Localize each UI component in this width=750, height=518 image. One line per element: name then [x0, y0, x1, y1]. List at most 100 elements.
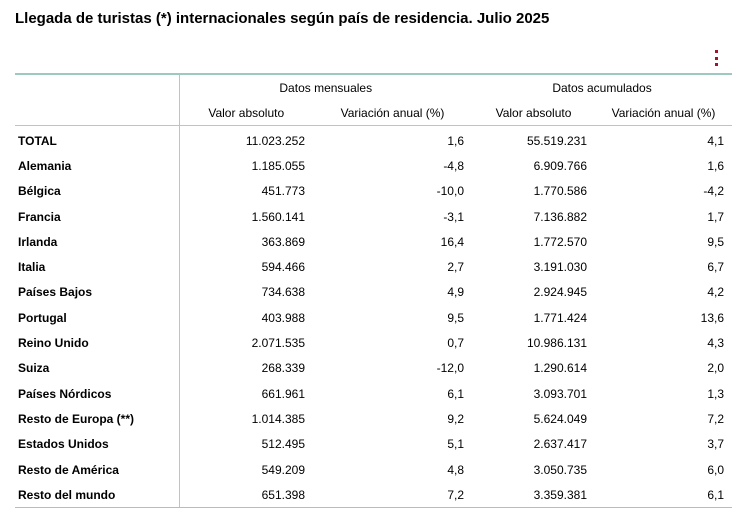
- data-table-container: Datos mensuales Datos acumulados Valor a…: [15, 73, 733, 509]
- table-cell: 363.869: [178, 229, 313, 255]
- table-cell: 6.909.766: [533, 158, 587, 173]
- tourist-arrivals-table: Datos mensuales Datos acumulados Valor a…: [15, 73, 733, 509]
- table-cell: 1.290.614: [533, 361, 587, 376]
- table-cell: 451.773: [178, 178, 313, 204]
- row-label: Irlanda: [18, 234, 58, 249]
- table-row: Estados Unidos 512.495 5,1 2.637.417 3,7: [15, 431, 732, 457]
- row-label: Portugal: [18, 310, 67, 325]
- table-row: Países Nórdicos 661.961 6,1 3.093.701 1,3: [15, 380, 732, 407]
- row-label: Países Nórdicos: [18, 386, 112, 401]
- table-cell: -4,8: [443, 158, 464, 173]
- row-label: Países Bajos: [18, 285, 93, 300]
- row-label: Italia: [18, 260, 46, 275]
- table-cell: 734.638: [178, 279, 313, 306]
- column-group-header-row: Datos mensuales Datos acumulados: [15, 74, 733, 100]
- table-cell: 1.014.385: [178, 406, 313, 432]
- table-cell: 1.772.570: [533, 234, 587, 249]
- table-cell: 9,5: [447, 310, 464, 325]
- row-label: Francia: [18, 209, 61, 224]
- table-cell: 1,6: [447, 133, 464, 148]
- table-cell: -10,0: [436, 184, 464, 199]
- table-cell: 1.770.586: [533, 184, 587, 199]
- table-cell: 6,0: [707, 462, 725, 477]
- table-cell: 6,1: [447, 386, 464, 401]
- table-cell: 3.359.381: [472, 482, 595, 509]
- column-header: Variación anual (%): [595, 100, 733, 126]
- row-label: Alemania: [18, 158, 72, 173]
- table-cell: -4,2: [703, 184, 725, 199]
- table-row: Francia 1.560.141 -3,1 7.136.882 1,7: [15, 203, 732, 230]
- table-cell: 55.519.231: [526, 133, 587, 148]
- table-cell: 1,3: [707, 386, 725, 401]
- table-cell: 1.771.424: [533, 310, 587, 325]
- table-cell: 7.136.882: [533, 209, 587, 224]
- table-row: Reino Unido 2.071.535 0,7 10.986.131 4,3: [15, 330, 732, 356]
- row-label: Estados Unidos: [18, 437, 109, 452]
- table-cell: -12,0: [436, 361, 464, 376]
- table-row: Italia 594.466 2,7 3.191.030 6,7: [15, 254, 732, 280]
- table-cell: 9,5: [707, 234, 725, 249]
- table-row: Suiza 268.339 -12,0 1.290.614 2,0: [15, 355, 732, 381]
- column-header: Valor absoluto: [178, 100, 313, 126]
- table-cell: 6,1: [595, 482, 733, 509]
- table-row: Resto de Europa (**) 1.014.385 9,2 5.624.04…: [15, 406, 732, 432]
- row-label: Resto de América: [18, 462, 119, 477]
- table-cell: 3.050.735: [533, 462, 587, 477]
- table-cell: 7,2: [313, 482, 472, 509]
- table-cell: 1,7: [707, 209, 725, 224]
- table-cell: 5.624.049: [533, 411, 587, 426]
- table-row: Resto de América 549.209 4,8 3.050.735 6,0: [15, 456, 732, 483]
- table-row: TOTAL 11.023.252 1,6 55.519.231 4,1: [15, 125, 732, 154]
- page-title: Llegada de turistas (*) internacionales …: [15, 10, 550, 27]
- table-cell: 2,0: [707, 361, 725, 376]
- table-cell: 1.560.141: [178, 203, 313, 230]
- table-cell: 4,9: [447, 285, 464, 300]
- table-cell: 2.637.417: [533, 437, 587, 452]
- row-label: Reino Unido: [18, 336, 89, 351]
- table-cell: 3.093.701: [533, 386, 587, 401]
- table-cell: 651.398: [178, 482, 313, 509]
- corner-header-cell: [15, 74, 179, 100]
- table-cell: 1.185.055: [178, 153, 313, 179]
- table-cell: 13,6: [700, 310, 725, 325]
- table-cell: 9,2: [447, 411, 464, 426]
- table-cell: 512.495: [178, 431, 313, 457]
- table-cell: 2.924.945: [533, 285, 587, 300]
- table-cell: 10.986.131: [526, 336, 587, 351]
- table-cell: 1,6: [707, 158, 725, 173]
- table-cell: 0,7: [447, 336, 464, 351]
- row-label: TOTAL: [18, 133, 57, 148]
- row-label: Resto del mundo: [15, 482, 179, 509]
- column-group-header: Datos acumulados: [552, 80, 652, 95]
- row-label: Bélgica: [18, 184, 61, 199]
- table-cell: 403.988: [178, 305, 313, 331]
- table-cell: 2,7: [447, 260, 464, 275]
- table-cell: 4,8: [447, 462, 464, 477]
- column-header: Variación anual (%): [313, 100, 472, 126]
- kebab-vertical-icon[interactable]: [712, 50, 720, 66]
- row-label: Resto de Europa (**): [18, 411, 135, 426]
- table-body: TOTAL 11.023.252 1,6 55.519.231 4,1 Alemania 1…: [15, 125, 733, 509]
- table-row: Portugal 403.988 9,5 1.771.424 13,6: [15, 305, 732, 331]
- table-row: Resto del mundo 651.398 7,2 3.359.381 6,1: [15, 482, 733, 509]
- table-cell: 594.466: [178, 254, 313, 280]
- table-cell: -3,1: [443, 209, 464, 224]
- table-cell: 661.961: [178, 380, 313, 407]
- table-cell: 2.071.535: [178, 330, 313, 356]
- table-cell: 3,7: [707, 437, 725, 452]
- table-cell: 5,1: [447, 437, 464, 452]
- table-cell: 11.023.252: [178, 125, 313, 154]
- column-header-row: Valor absoluto Variación anual (%) Valor…: [15, 100, 733, 126]
- table-cell: 16,4: [440, 234, 464, 249]
- column-header: Valor absoluto: [472, 100, 595, 126]
- corner-header-cell: [15, 100, 179, 126]
- table-row: Bélgica 451.773 -10,0 1.770.586 -4,2: [15, 178, 732, 204]
- table-cell: 6,7: [707, 260, 725, 275]
- table-row: Irlanda 363.869 16,4 1.772.570 9,5: [15, 229, 732, 255]
- column-group-header: Datos mensuales: [178, 74, 472, 100]
- table-cell: 3.191.030: [533, 260, 587, 275]
- row-label: Suiza: [18, 361, 50, 376]
- table-row: Alemania 1.185.055 -4,8 6.909.766 1,6: [15, 153, 732, 179]
- table-cell: 4,2: [707, 285, 725, 300]
- table-cell: 7,2: [707, 411, 725, 426]
